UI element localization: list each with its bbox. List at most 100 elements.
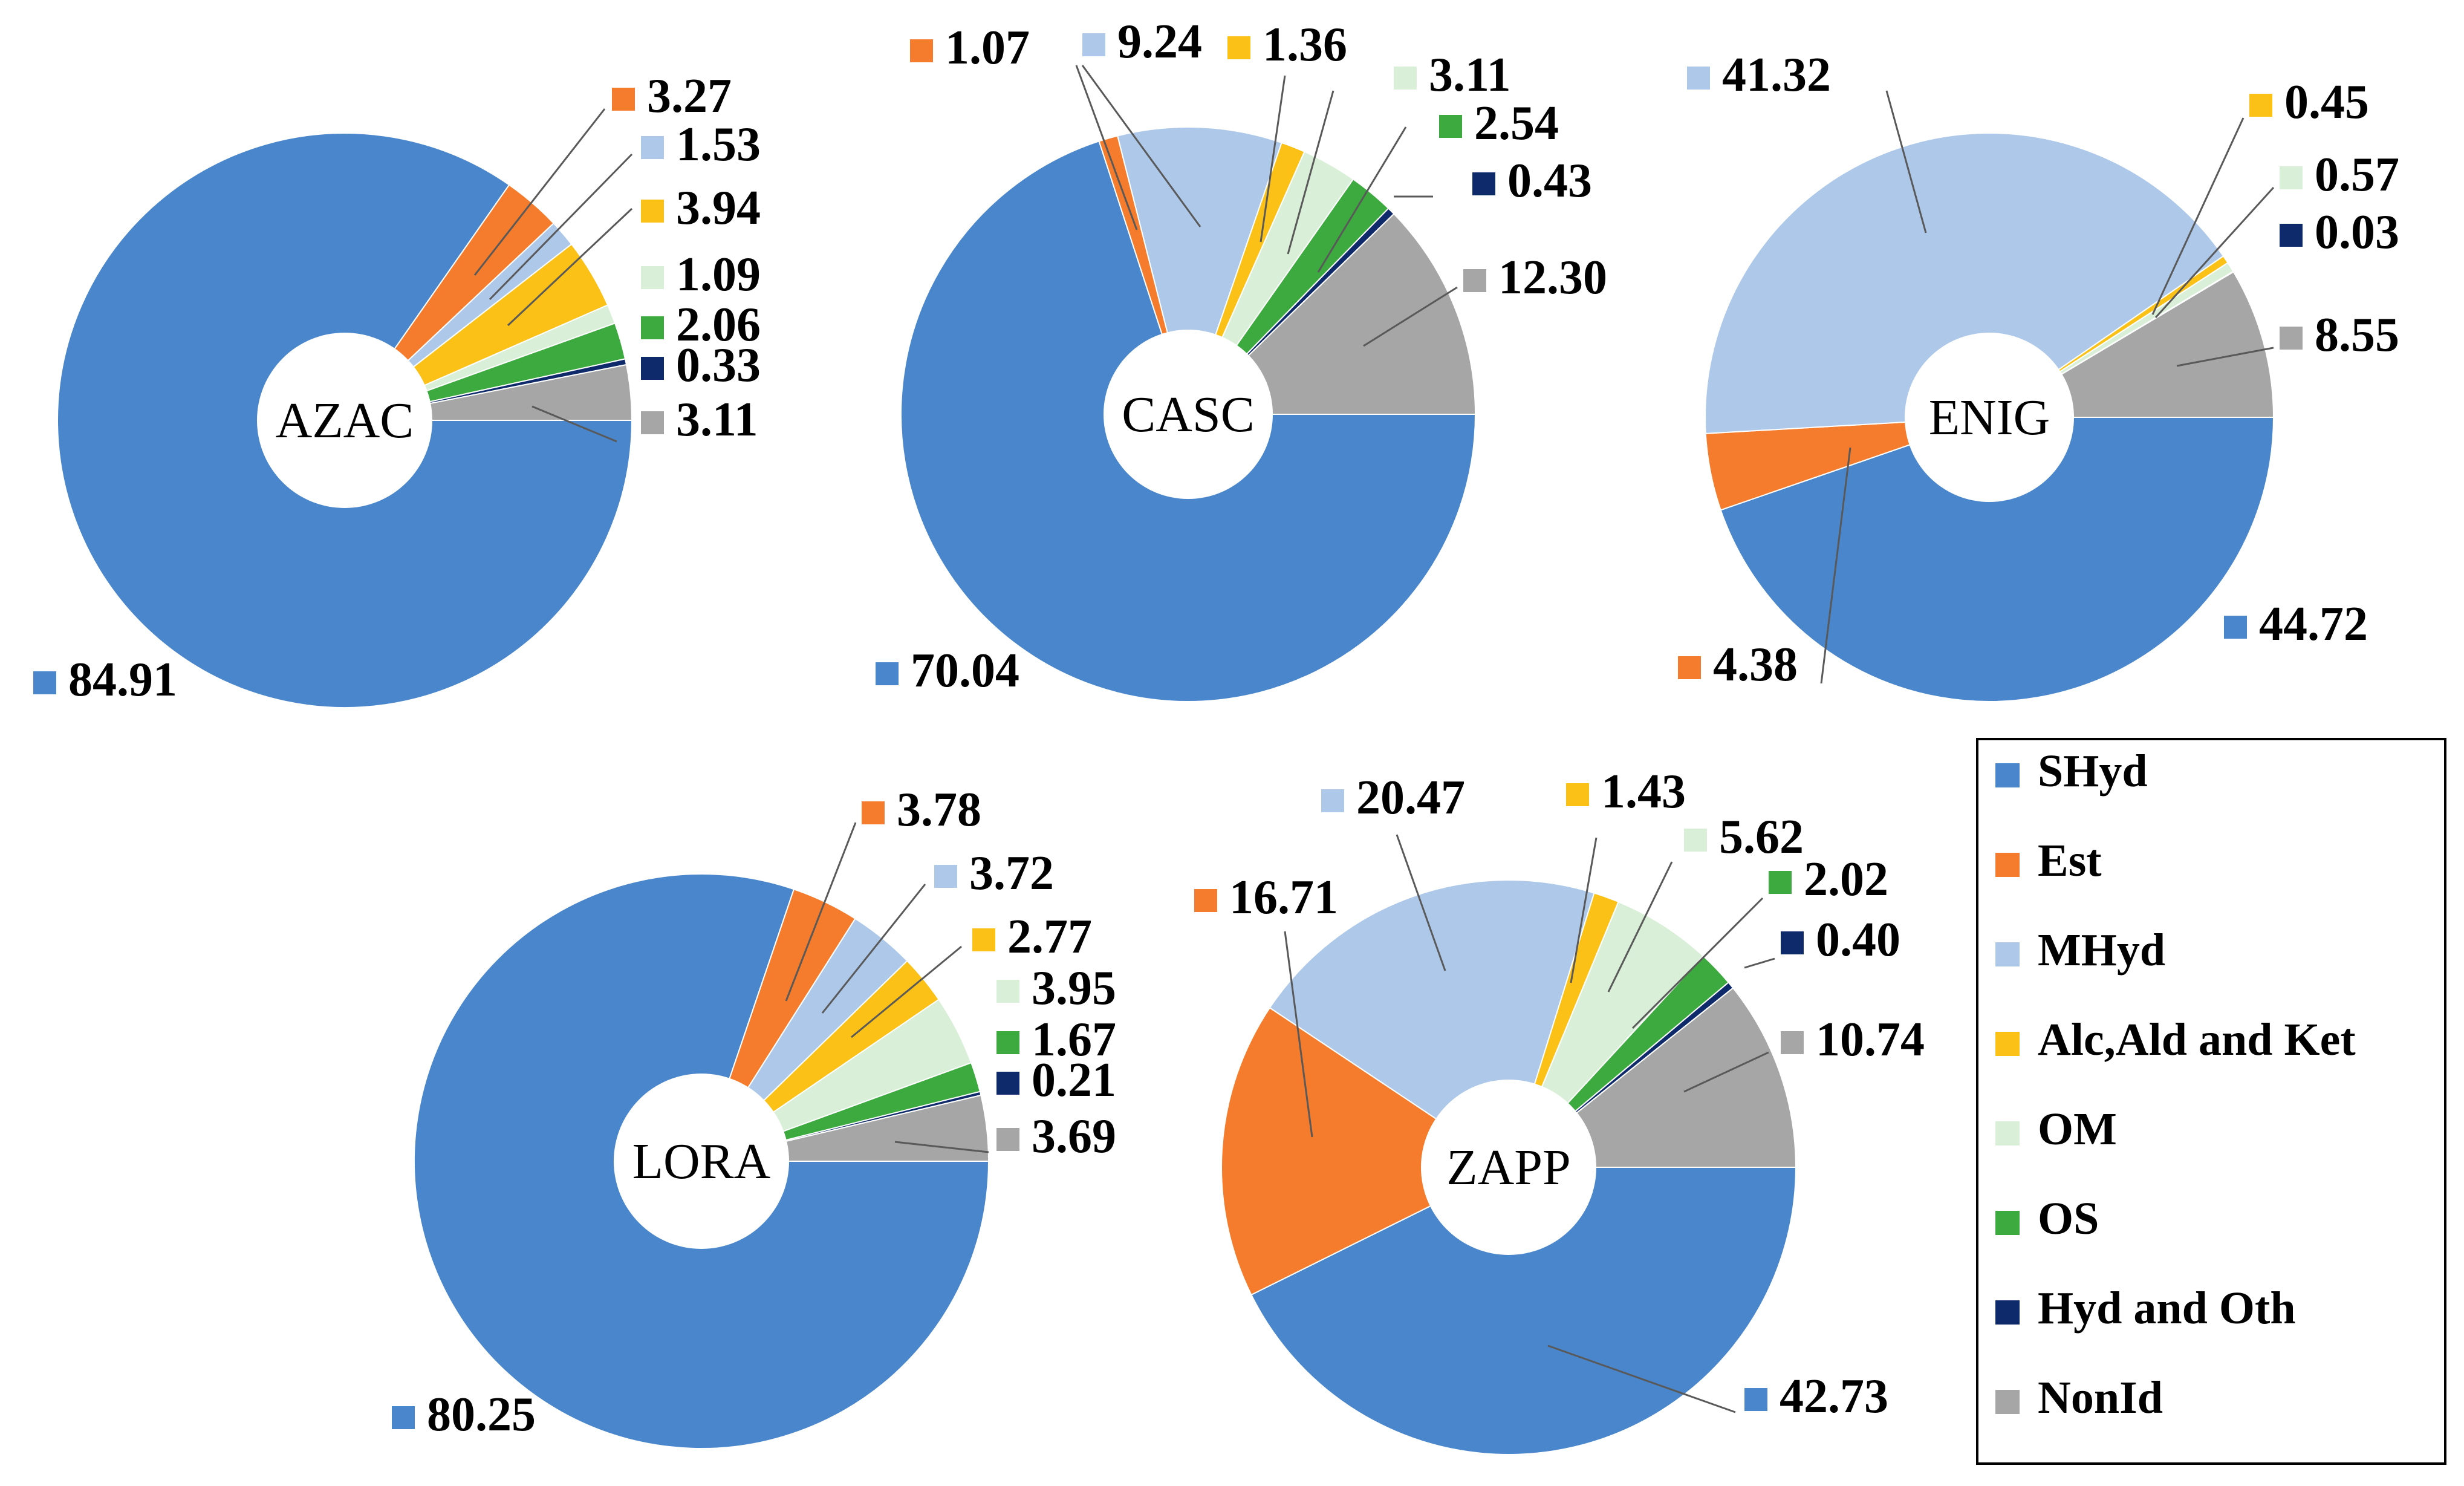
- data-label-zapp-os: 2.02: [1804, 853, 1888, 906]
- data-label-enig-hyd-and-oth: 0.03: [2315, 206, 2399, 259]
- leader-line-casc-est: [1075, 65, 1138, 230]
- label-swatch-enig-est: [1678, 656, 1701, 679]
- leader-line-zapp-est: [1284, 931, 1313, 1138]
- legend-swatch-shyd: [1995, 763, 2020, 787]
- slice-enig-mhyd: [1705, 132, 2225, 434]
- data-label-azac-nonid: 3.11: [676, 393, 758, 446]
- legend-label-mhyd: MHyd: [2038, 925, 2165, 976]
- slice-zapp-shyd: [1250, 1167, 1797, 1455]
- data-label-zapp-shyd: 42.73: [1780, 1370, 1888, 1423]
- data-label-lora-mhyd: 3.72: [969, 847, 1054, 900]
- label-swatch-zapp-hyd-and-oth: [1781, 931, 1804, 954]
- data-label-enig-est: 4.38: [1713, 638, 1798, 691]
- donut-hole-zapp: [1421, 1080, 1596, 1255]
- data-label-enig-om: 0.57: [2315, 148, 2399, 201]
- legend-swatch-est: [1995, 853, 2020, 877]
- label-swatch-lora-nonid: [996, 1128, 1019, 1151]
- label-swatch-zapp-alc-ald-and-ket: [1566, 783, 1589, 806]
- leader-line-azac-alc-ald-and-ket: [507, 207, 633, 327]
- slice-azac-shyd: [57, 132, 633, 708]
- leader-line-zapp-os: [1631, 897, 1764, 1029]
- data-label-lora-alc-ald-and-ket: 2.77: [1007, 910, 1092, 963]
- data-label-azac-est: 3.27: [647, 70, 732, 123]
- label-swatch-enig-om: [2280, 166, 2303, 189]
- donut-casc: CASC 70.04 1.07 9.24 1.36 3.112.540.43 12.30: [876, 15, 1607, 702]
- legend-label-om: OM: [2038, 1104, 2117, 1155]
- label-swatch-zapp-os: [1769, 871, 1792, 894]
- donut-hole-azac: [257, 333, 432, 508]
- data-label-azac-mhyd: 1.53: [676, 118, 761, 171]
- legend-frame: [1976, 738, 2446, 1465]
- label-swatch-casc-os: [1439, 115, 1462, 138]
- legend-swatch-nonid: [1995, 1390, 2020, 1414]
- legend-label-nonid: NonId: [2038, 1372, 2163, 1423]
- leader-line-casc-mhyd: [1081, 65, 1201, 227]
- data-label-zapp-alc-ald-and-ket: 1.43: [1601, 765, 1686, 818]
- data-label-casc-om: 3.11: [1429, 48, 1511, 102]
- label-swatch-lora-os: [996, 1031, 1019, 1054]
- data-label-lora-shyd: 80.25: [427, 1388, 536, 1441]
- data-label-azac-os: 2.06: [676, 298, 761, 351]
- legend-swatch-os: [1995, 1211, 2020, 1235]
- donut-hole-lora: [614, 1074, 789, 1249]
- label-swatch-enig-nonid: [2280, 327, 2303, 350]
- label-swatch-enig-alc-ald-and-ket: [2249, 94, 2272, 117]
- data-label-zapp-om: 5.62: [1719, 810, 1804, 864]
- donut-enig: ENIG 44.72 4.38 41.32 0.45 0.570.03 8.55: [1678, 48, 2399, 702]
- label-swatch-lora-mhyd: [934, 865, 957, 888]
- donut-center-label-lora: LORA: [632, 1133, 771, 1190]
- donut-hole-enig: [1905, 333, 2074, 502]
- label-swatch-azac-mhyd: [641, 136, 664, 159]
- label-swatch-casc-hyd-and-oth: [1472, 172, 1495, 195]
- label-swatch-casc-shyd: [876, 662, 899, 685]
- label-swatch-azac-shyd: [33, 671, 56, 694]
- leader-line-enig-mhyd: [1885, 90, 1927, 233]
- slice-enig-shyd: [1720, 417, 2275, 702]
- data-label-casc-est: 1.07: [945, 21, 1030, 74]
- label-swatch-enig-mhyd: [1687, 67, 1710, 90]
- label-swatch-lora-shyd: [392, 1406, 415, 1429]
- leader-line-zapp-alc-ald-and-ket: [1570, 837, 1598, 983]
- label-swatch-azac-nonid: [641, 411, 664, 434]
- data-label-casc-shyd: 70.04: [911, 644, 1019, 697]
- label-swatch-azac-os: [641, 316, 664, 339]
- donut-center-label-zapp: ZAPP: [1446, 1139, 1570, 1196]
- data-label-lora-os: 1.67: [1032, 1013, 1116, 1066]
- data-label-casc-hyd-and-oth: 0.43: [1507, 154, 1592, 207]
- legend: SHyd Est MHyd Alc,Ald and Ket OM OS Hyd and Ot…: [1976, 738, 2446, 1465]
- data-label-zapp-est: 16.71: [1229, 871, 1338, 924]
- data-label-azac-shyd: 84.91: [68, 653, 177, 706]
- data-label-azac-hyd-and-oth: 0.33: [676, 339, 761, 392]
- legend-label-alc-ald-and-ket: Alc,Ald and Ket: [2038, 1014, 2356, 1065]
- leader-line-zapp-mhyd: [1396, 834, 1446, 971]
- donut-center-label-enig: ENIG: [1929, 389, 2050, 446]
- leader-line-casc-nonid: [1363, 286, 1458, 347]
- leader-line-enig-alc-ald-and-ket: [2151, 117, 2245, 315]
- leader-line-azac-mhyd: [489, 153, 633, 301]
- leader-line-lora-alc-ald-and-ket: [851, 945, 962, 1038]
- donut-center-label-azac: AZAC: [276, 393, 414, 449]
- leader-line-lora-nonid: [894, 1141, 989, 1153]
- label-swatch-zapp-om: [1684, 829, 1707, 852]
- label-swatch-azac-alc-ald-and-ket: [641, 200, 664, 223]
- label-swatch-casc-mhyd: [1082, 33, 1105, 56]
- leader-line-enig-est: [1820, 447, 1851, 684]
- leader-line-casc-os: [1317, 126, 1407, 273]
- label-swatch-casc-alc-ald-and-ket: [1227, 36, 1250, 59]
- legend-label-shyd: SHyd: [2038, 746, 2148, 797]
- label-swatch-lora-om: [996, 980, 1019, 1003]
- label-swatch-casc-est: [910, 39, 933, 62]
- label-swatch-azac-om: [641, 266, 664, 289]
- data-label-enig-alc-ald-and-ket: 0.45: [2284, 76, 2369, 129]
- leader-line-azac-nonid: [531, 405, 617, 443]
- data-label-zapp-nonid: 10.74: [1816, 1013, 1925, 1066]
- label-swatch-casc-nonid: [1463, 269, 1486, 292]
- data-label-enig-nonid: 8.55: [2315, 308, 2399, 362]
- data-label-lora-om: 3.95: [1032, 962, 1116, 1015]
- donut-center-label-casc: CASC: [1122, 386, 1254, 443]
- legend-label-os: OS: [2038, 1193, 2099, 1244]
- data-label-casc-mhyd: 9.24: [1117, 15, 1202, 68]
- leader-line-lora-mhyd: [821, 884, 926, 1014]
- label-swatch-zapp-shyd: [1744, 1388, 1767, 1411]
